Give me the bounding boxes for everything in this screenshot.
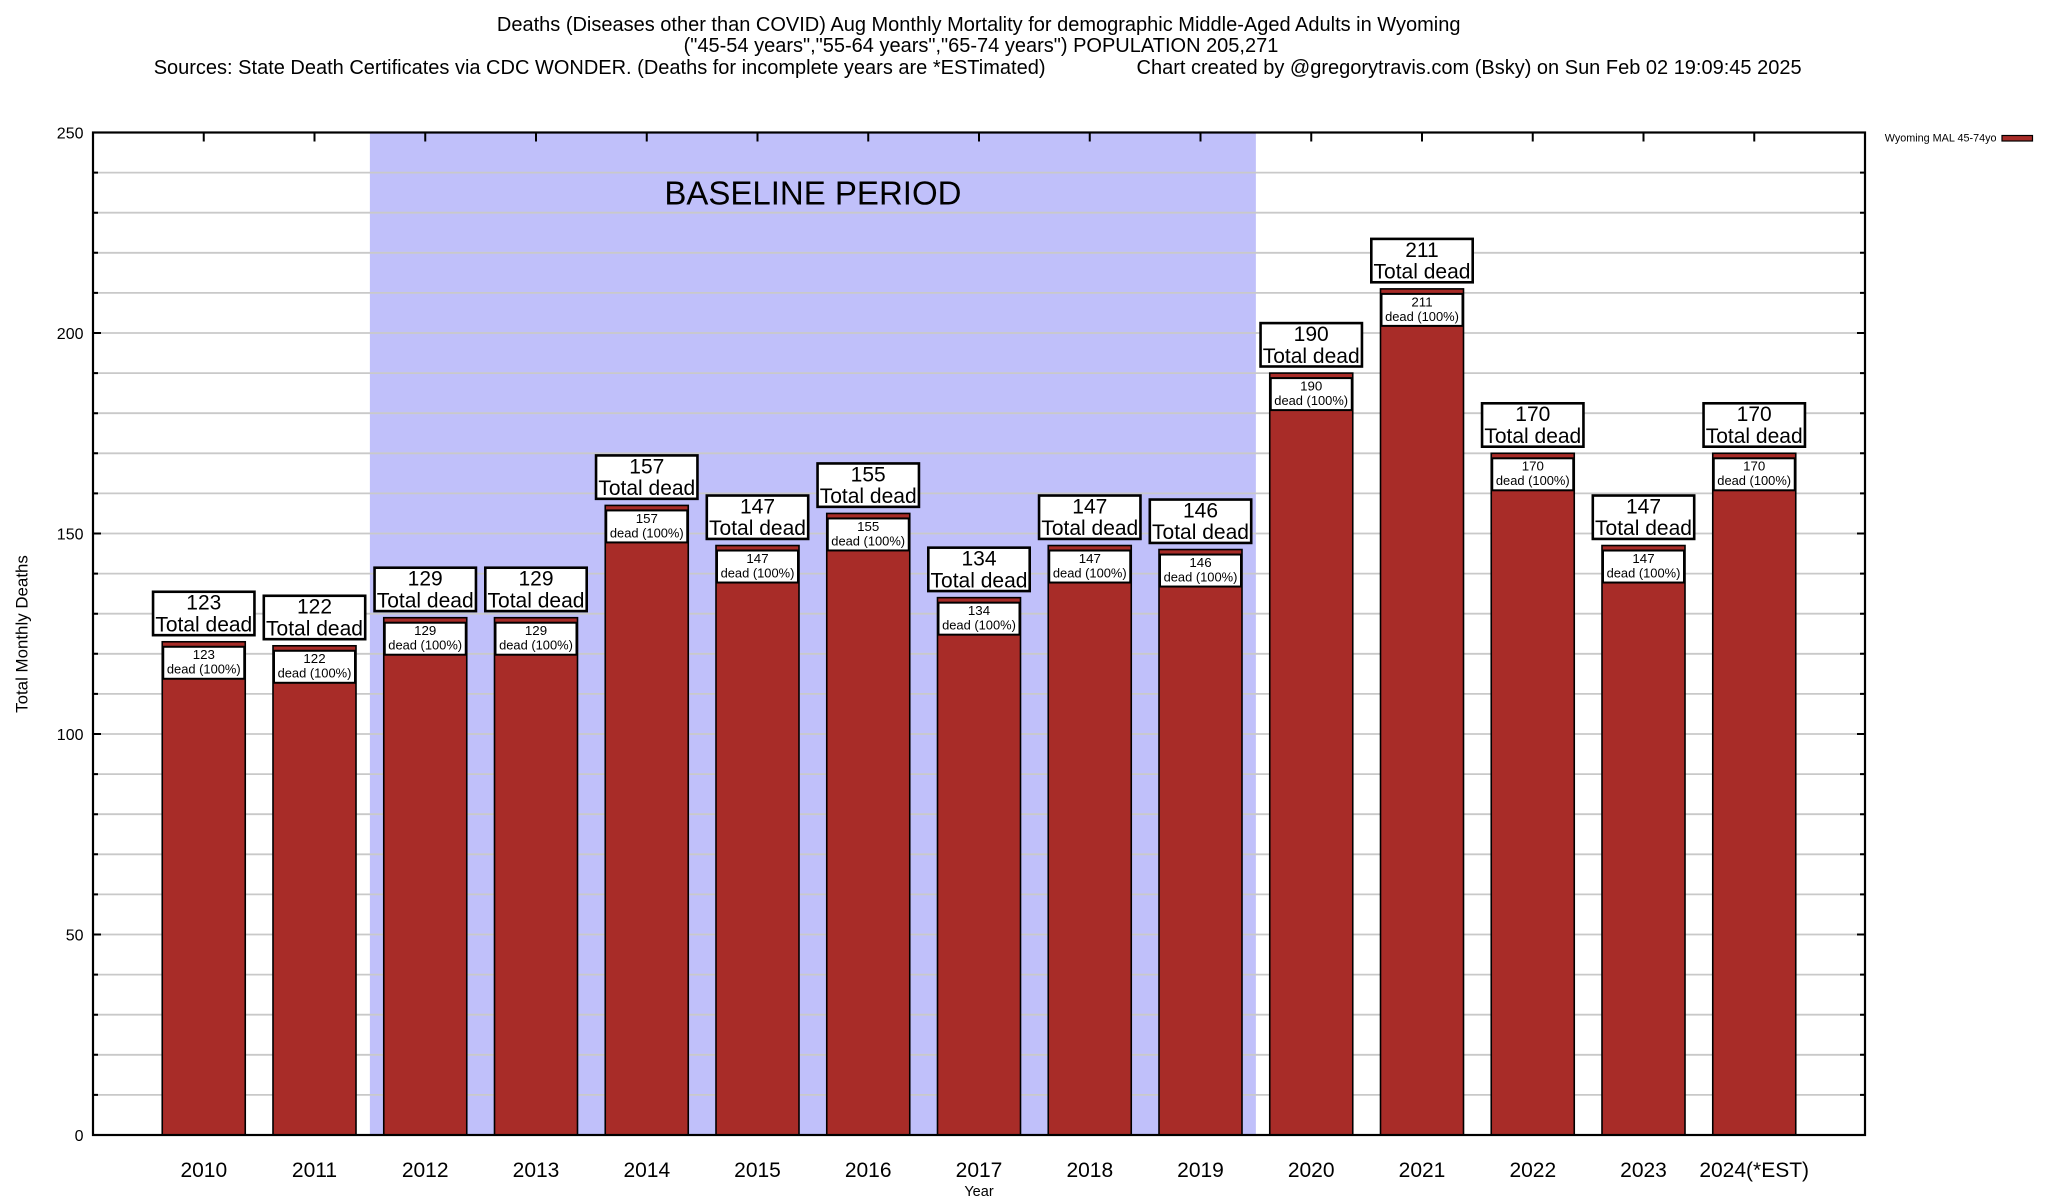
svg-text:Sources: State Death Certifica: Sources: State Death Certificates via CD… bbox=[154, 57, 1046, 79]
svg-text:2019: 2019 bbox=[1177, 1159, 1224, 1182]
svg-text:122: 122 bbox=[303, 651, 325, 666]
svg-text:147: 147 bbox=[1072, 495, 1107, 518]
svg-text:Chart created by @gregorytravi: Chart created by @gregorytravis.com (Bsk… bbox=[1137, 57, 1802, 79]
svg-text:155: 155 bbox=[851, 463, 886, 486]
svg-text:2016: 2016 bbox=[845, 1159, 892, 1182]
svg-text:134: 134 bbox=[968, 603, 990, 618]
svg-text:dead (100%): dead (100%) bbox=[1164, 569, 1238, 584]
svg-text:147: 147 bbox=[746, 551, 768, 566]
svg-text:2022: 2022 bbox=[1509, 1159, 1556, 1182]
svg-text:123: 123 bbox=[186, 592, 221, 615]
svg-text:170: 170 bbox=[1743, 459, 1765, 474]
svg-text:123: 123 bbox=[193, 647, 215, 662]
svg-text:Total dead: Total dead bbox=[1152, 521, 1249, 544]
svg-text:147: 147 bbox=[1632, 551, 1654, 566]
svg-text:Total dead: Total dead bbox=[1595, 517, 1692, 540]
svg-text:211: 211 bbox=[1411, 294, 1432, 309]
svg-text:155: 155 bbox=[857, 519, 879, 534]
svg-text:0: 0 bbox=[75, 1128, 84, 1145]
svg-text:dead (100%): dead (100%) bbox=[1496, 473, 1570, 488]
svg-text:146: 146 bbox=[1189, 555, 1211, 570]
svg-text:150: 150 bbox=[57, 526, 84, 543]
svg-text:Year: Year bbox=[964, 1184, 993, 1200]
svg-text:2010: 2010 bbox=[180, 1159, 227, 1182]
svg-text:2012: 2012 bbox=[402, 1159, 449, 1182]
svg-text:dead (100%): dead (100%) bbox=[1385, 309, 1459, 324]
svg-text:("45-54 years","55-64 years",": ("45-54 years","55-64 years","65-74 year… bbox=[684, 35, 1279, 57]
svg-text:190: 190 bbox=[1300, 379, 1322, 394]
svg-text:147: 147 bbox=[1626, 495, 1661, 518]
svg-text:Total dead: Total dead bbox=[266, 618, 363, 641]
svg-text:Total dead: Total dead bbox=[1706, 425, 1803, 448]
svg-text:Deaths (Diseases other than CO: Deaths (Diseases other than COVID) Aug M… bbox=[497, 14, 1461, 36]
svg-text:122: 122 bbox=[297, 596, 332, 619]
svg-text:2020: 2020 bbox=[1288, 1159, 1335, 1182]
svg-text:Total dead: Total dead bbox=[1484, 425, 1581, 448]
svg-text:190: 190 bbox=[1294, 323, 1329, 346]
svg-text:dead (100%): dead (100%) bbox=[831, 533, 905, 548]
svg-text:dead (100%): dead (100%) bbox=[499, 638, 573, 653]
svg-text:Total dead: Total dead bbox=[1041, 517, 1138, 540]
svg-text:170: 170 bbox=[1522, 459, 1544, 474]
svg-text:129: 129 bbox=[518, 568, 553, 591]
svg-text:129: 129 bbox=[408, 568, 443, 591]
svg-text:dead (100%): dead (100%) bbox=[1053, 565, 1127, 580]
svg-text:dead (100%): dead (100%) bbox=[1717, 473, 1791, 488]
svg-text:134: 134 bbox=[961, 548, 996, 571]
svg-text:250: 250 bbox=[57, 125, 84, 142]
svg-text:146: 146 bbox=[1183, 499, 1218, 522]
svg-text:147: 147 bbox=[740, 495, 775, 518]
svg-text:2017: 2017 bbox=[956, 1159, 1003, 1182]
svg-text:2015: 2015 bbox=[734, 1159, 781, 1182]
svg-text:dead (100%): dead (100%) bbox=[278, 666, 352, 681]
svg-text:211: 211 bbox=[1405, 239, 1438, 262]
svg-text:157: 157 bbox=[629, 455, 664, 478]
svg-text:dead (100%): dead (100%) bbox=[721, 565, 795, 580]
svg-text:170: 170 bbox=[1515, 403, 1550, 426]
svg-text:170: 170 bbox=[1737, 403, 1772, 426]
svg-text:129: 129 bbox=[525, 623, 547, 638]
svg-text:Wyoming MAL 45-74yo: Wyoming MAL 45-74yo bbox=[1885, 133, 1997, 145]
svg-text:Total Monthly Deaths: Total Monthly Deaths bbox=[13, 555, 32, 713]
svg-text:200: 200 bbox=[57, 326, 84, 343]
svg-text:Total dead: Total dead bbox=[377, 589, 474, 612]
svg-text:Total dead: Total dead bbox=[931, 569, 1028, 592]
svg-text:dead (100%): dead (100%) bbox=[1607, 565, 1681, 580]
svg-text:2014: 2014 bbox=[623, 1159, 670, 1182]
svg-text:dead (100%): dead (100%) bbox=[388, 638, 462, 653]
svg-text:Total dead: Total dead bbox=[155, 614, 252, 637]
svg-text:Total dead: Total dead bbox=[488, 589, 585, 612]
svg-text:Total dead: Total dead bbox=[598, 477, 695, 500]
svg-text:2024(*EST): 2024(*EST) bbox=[1699, 1159, 1809, 1182]
svg-text:2011: 2011 bbox=[292, 1159, 337, 1182]
svg-text:Total dead: Total dead bbox=[1263, 345, 1360, 368]
svg-text:dead (100%): dead (100%) bbox=[167, 662, 241, 677]
svg-text:50: 50 bbox=[66, 927, 84, 944]
svg-text:dead (100%): dead (100%) bbox=[610, 525, 684, 540]
svg-text:147: 147 bbox=[1079, 551, 1101, 566]
svg-text:157: 157 bbox=[636, 511, 658, 526]
svg-text:2021: 2021 bbox=[1399, 1159, 1446, 1182]
svg-text:Total dead: Total dead bbox=[820, 485, 917, 508]
svg-text:BASELINE PERIOD: BASELINE PERIOD bbox=[664, 174, 961, 211]
svg-text:dead (100%): dead (100%) bbox=[1274, 393, 1348, 408]
svg-text:Total dead: Total dead bbox=[709, 517, 806, 540]
svg-text:2023: 2023 bbox=[1620, 1159, 1667, 1182]
svg-text:dead (100%): dead (100%) bbox=[942, 618, 1016, 633]
svg-text:129: 129 bbox=[414, 623, 436, 638]
svg-text:Total dead: Total dead bbox=[1374, 261, 1471, 284]
svg-text:100: 100 bbox=[57, 727, 84, 744]
svg-text:2018: 2018 bbox=[1066, 1159, 1113, 1182]
svg-text:2013: 2013 bbox=[513, 1159, 560, 1182]
